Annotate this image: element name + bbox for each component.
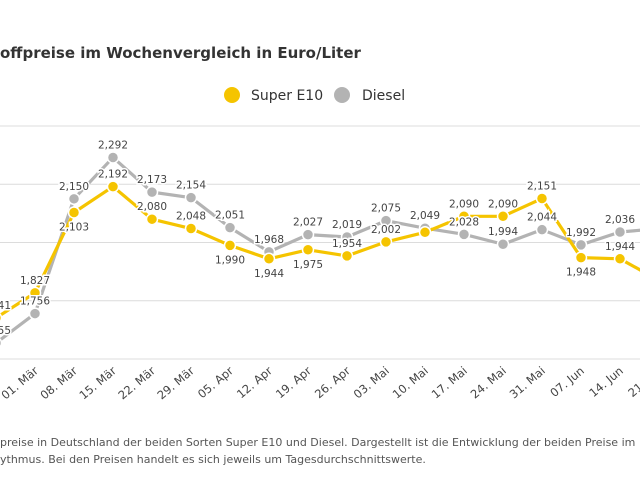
x-tick-label: 19. Apr [273,363,314,401]
super-e10-data-label: 2,090 [449,198,479,210]
x-tick-label: 26. Apr [312,363,353,401]
x-tick-label: 08. Mär [37,363,80,402]
diesel-data-label: 2,044 [527,212,557,224]
super-e10-data-label: 1,741 [0,300,11,312]
legend-label-diesel: Diesel [362,88,405,104]
diesel-point [223,221,237,234]
legend: Super E10 Diesel [224,87,405,104]
super-e10-data-label: 2,192 [98,169,128,181]
x-tick-label: 15. Mär [76,363,119,402]
x-tick-label: 07. Jun [547,364,587,400]
diesel-line [0,155,640,342]
super-e10-data-label: 2,103 [59,222,89,234]
super-e10-point [535,192,549,205]
super-e10-data-label: 1,944 [605,241,635,253]
x-tick-label: 12. Apr [234,363,275,401]
x-tick-label: 01. Mär [0,363,41,402]
super-e10-point [379,235,393,249]
diesel-point [457,228,471,241]
diesel-data-label: 2,292 [98,139,128,151]
diesel-data-label: 2,051 [215,210,245,222]
diesel-data-label: 2,036 [605,214,635,226]
diesel-point [496,237,510,251]
diesel-point [106,151,120,164]
x-tick-label: 21. Jun [625,364,640,400]
series-layer [0,151,640,348]
super-e10-point [184,222,198,235]
diesel-data-label: 2,027 [293,217,323,229]
super-e10-point [106,180,120,193]
footnote-line-1: preise in Deutschland der beiden Sorten … [0,436,635,449]
diesel-data-label: 1,994 [488,226,518,238]
diesel-point [67,192,81,206]
super-e10-data-label: 2,151 [527,181,557,193]
diesel-data-label: 2,019 [332,219,362,231]
super-e10-point [262,252,276,266]
diesel-data-label: 2,173 [137,174,167,186]
super-e10-data-label: 2,080 [137,201,167,213]
diesel-data-label: 2,075 [371,203,401,215]
diesel-point [184,191,198,204]
diesel-point [535,223,549,236]
diesel-point [574,238,588,252]
super-e10-data-label: 1,990 [215,254,245,266]
super-e10-point [223,239,237,252]
x-tick-label: 10. Mai [390,364,431,402]
diesel-point [301,228,315,241]
diesel-point [0,338,3,348]
super-e10-point [496,210,510,223]
super-e10-point [457,210,471,223]
x-tick-label: 03. Mai [351,364,392,402]
diesel-data-label: 1,655 [0,325,11,337]
diesel-data-label: 2,028 [449,216,479,228]
super-e10-data-label: 1,975 [293,259,323,271]
diesel-data-label: 1,968 [254,234,284,246]
super-e10-point [145,212,159,226]
diesel-data-label: 2,150 [59,181,89,193]
x-tick-label: 29. Mär [154,363,197,402]
super-e10-point [574,251,588,264]
legend-marker-diesel [334,87,350,103]
super-e10-point [28,286,42,300]
gridlines [0,125,640,360]
legend-label-super-e10: Super E10 [251,88,323,104]
super-e10-data-label: 2,002 [371,224,401,236]
x-tick-label: 31. Mai [507,364,548,402]
diesel-point [379,214,393,227]
legend-marker-super-e10 [224,87,240,103]
super-e10-point [0,313,3,323]
chart-title: offpreise im Wochenvergleich in Euro/Lit… [0,44,361,62]
super-e10-point [613,252,627,266]
super-e10-data-label: 2,090 [488,198,518,210]
diesel-point [28,307,42,320]
x-tick-label: 14. Jun [586,364,626,400]
footnote-line-2: ythmus. Bei den Preisen handelt es sich … [0,453,426,466]
super-e10-point [418,226,432,239]
diesel-data-label: 2,049 [410,210,440,222]
super-e10-point [301,243,315,257]
data-labels: 1,655 1,756 2,150 2,292 2,173 2,154 2,051 1,968… [0,138,637,339]
super-e10-data-label: 1,948 [566,267,596,279]
diesel-data-label: 1,992 [566,227,596,239]
super-e10-data-label: 1,827 [20,275,50,287]
super-e10-data-label: 1,944 [254,268,284,280]
super-e10-data-label: 2,048 [176,211,206,223]
x-tick-label: 05. Apr [195,363,236,401]
super-e10-line [0,184,640,318]
x-tick-label: 24. Mai [468,364,509,402]
diesel-point [340,230,354,244]
diesel-point [145,185,159,199]
x-tick-label: 22. Mär [115,363,158,402]
super-e10-data-label: 1,954 [332,238,362,250]
x-tick-label: 17. Mai [429,364,470,402]
diesel-data-label: 2,154 [176,180,206,192]
super-e10-point [340,249,354,263]
diesel-data-label: 1,756 [20,296,50,308]
diesel-point [613,225,627,239]
super-e10-point [67,206,81,219]
